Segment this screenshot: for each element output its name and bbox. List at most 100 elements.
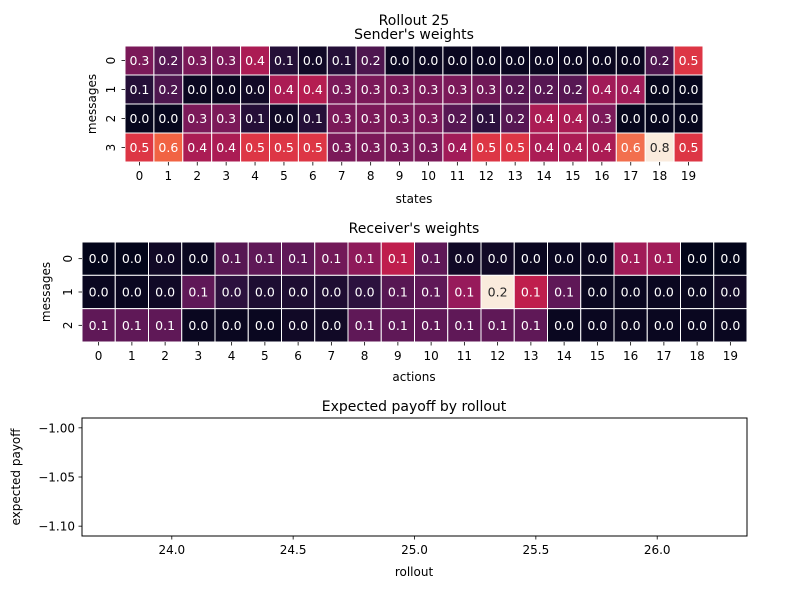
heatmap-cell-label: 0.0 xyxy=(222,318,242,333)
heatmap-cell xyxy=(644,74,675,105)
heatmap-cell xyxy=(471,74,502,105)
y-tick-label: 3 xyxy=(104,144,118,152)
heatmap-cell xyxy=(547,274,582,310)
heatmap-cell-label: 0.0 xyxy=(587,285,607,300)
x-tick-label: 4 xyxy=(228,349,236,363)
heatmap-cell-label: 0.0 xyxy=(720,251,740,266)
heatmap-cell-label: 0.4 xyxy=(592,140,612,155)
heatmap-cell xyxy=(211,74,242,105)
heatmap-cell-label: 0.4 xyxy=(216,140,236,155)
heatmap-cell-label: 0.0 xyxy=(654,318,674,333)
heatmap-cell-label: 0.0 xyxy=(650,82,670,97)
heatmap-cell-label: 0.0 xyxy=(245,82,265,97)
heatmap-cell-label: 0.0 xyxy=(592,53,612,68)
x-tick-label: 7 xyxy=(338,169,346,183)
x-tick-label: 18 xyxy=(689,349,704,363)
heatmap-cell-label: 0.0 xyxy=(720,318,740,333)
heatmap-cell xyxy=(355,45,386,76)
y-tick-label: −1.00 xyxy=(38,421,75,435)
heatmap-cell-label: 0.2 xyxy=(158,53,178,68)
x-tick-label: 13 xyxy=(508,169,523,183)
heatmap-cell-label: 0.0 xyxy=(654,285,674,300)
receiver-heatmap-title: Receiver's weights xyxy=(349,221,480,237)
heatmap-cell-label: 0.0 xyxy=(188,318,208,333)
heatmap-cell-label: 0.0 xyxy=(216,82,236,97)
heatmap-cell-label: 0.3 xyxy=(361,111,381,126)
heatmap-cell-label: 0.1 xyxy=(155,318,175,333)
x-tick-label: 16 xyxy=(623,349,638,363)
y-tick-label: −1.05 xyxy=(38,471,75,485)
heatmap-cell-label: 0.1 xyxy=(122,318,142,333)
x-tick-label: 0 xyxy=(95,349,103,363)
heatmap-cell-label: 0.0 xyxy=(505,53,525,68)
heatmap-cell xyxy=(240,74,271,105)
heatmap-cell xyxy=(673,103,704,134)
heatmap-cell-label: 0.0 xyxy=(621,111,641,126)
heatmap-cell-label: 0.3 xyxy=(332,111,352,126)
x-tick-label: 26.0 xyxy=(644,543,671,557)
heatmap-cell xyxy=(413,74,444,105)
heatmap-cell-label: 0.0 xyxy=(321,318,341,333)
y-tick-label: 2 xyxy=(61,322,75,330)
heatmap-cell-label: 0.1 xyxy=(488,318,508,333)
heatmap-cell-label: 0.3 xyxy=(476,82,496,97)
heatmap-cell-label: 0.0 xyxy=(288,285,308,300)
heatmap-cell xyxy=(355,132,386,163)
x-tick-label: 8 xyxy=(367,169,375,183)
heatmap-cell-label: 0.1 xyxy=(130,82,150,97)
heatmap-cell-label: 0.2 xyxy=(505,82,525,97)
heatmap-cell-label: 0.5 xyxy=(679,140,699,155)
x-tick-label: 3 xyxy=(195,349,203,363)
heatmap-cell xyxy=(281,241,316,276)
heatmap-cell xyxy=(347,274,382,310)
heatmap-cell-label: 0.0 xyxy=(650,111,670,126)
heatmap-cell xyxy=(500,45,531,76)
x-tick-label: 18 xyxy=(652,169,667,183)
heatmap-cell-label: 0.3 xyxy=(332,140,352,155)
heatmap-cell xyxy=(326,45,357,76)
heatmap-cell xyxy=(644,103,675,134)
x-tick-label: 4 xyxy=(251,169,259,183)
x-tick-label: 14 xyxy=(536,169,551,183)
heatmap-cell xyxy=(281,274,316,310)
heatmap-cell-label: 0.1 xyxy=(554,285,574,300)
x-tick-label: 15 xyxy=(565,169,580,183)
heatmap-cell-label: 0.4 xyxy=(274,82,294,97)
heatmap-cell-label: 0.0 xyxy=(158,111,178,126)
heatmap-cell xyxy=(713,274,748,310)
x-tick-label: 8 xyxy=(361,349,369,363)
heatmap-cell-label: 0.0 xyxy=(155,251,175,266)
heatmap-cell xyxy=(646,241,681,276)
heatmap-cell-label: 0.0 xyxy=(621,285,641,300)
receiver-heatmap-y-ticks: 0 1 2 xyxy=(61,255,82,329)
receiver-heatmap: Receiver's weights 0.0 0.0 0.0 0.0 0.1 0.1 0.1… xyxy=(39,221,748,384)
heatmap-cell xyxy=(413,103,444,134)
heatmap-cell-label: 0.4 xyxy=(534,140,554,155)
heatmap-cell xyxy=(615,45,646,76)
heatmap-cell xyxy=(673,132,704,163)
heatmap-cell-label: 0.3 xyxy=(187,111,207,126)
heatmap-cell-label: 0.5 xyxy=(245,140,265,155)
heatmap-cell-label: 0.1 xyxy=(476,111,496,126)
heatmap-cell-label: 0.4 xyxy=(303,82,323,97)
heatmap-cell xyxy=(297,132,328,163)
heatmap-cell-label: 0.3 xyxy=(216,53,236,68)
sender-heatmap-y-ticks: 0 1 2 3 xyxy=(104,57,125,152)
heatmap-cell-label: 0.1 xyxy=(355,251,375,266)
payoff-plot-x-ticks: 24.0 24.5 25.0 25.5 26.0 xyxy=(158,536,671,557)
heatmap-cell xyxy=(673,45,704,76)
payoff-plot-ylabel: expected payoff xyxy=(9,428,23,526)
heatmap-cell-label: 0.4 xyxy=(534,111,554,126)
heatmap-cell xyxy=(471,45,502,76)
heatmap-cell-label: 0.1 xyxy=(421,285,441,300)
heatmap-cell xyxy=(347,308,382,343)
heatmap-cell xyxy=(580,241,615,276)
x-tick-label: 6 xyxy=(309,169,317,183)
heatmap-cell xyxy=(211,103,242,134)
heatmap-cell xyxy=(586,74,617,105)
heatmap-cell xyxy=(447,274,482,310)
heatmap-cell-label: 0.5 xyxy=(274,140,294,155)
heatmap-cell-label: 0.4 xyxy=(447,140,467,155)
payoff-plot: Expected payoff by rollout 24.0 24.5 25.0 2… xyxy=(9,399,748,579)
heatmap-cell-label: 0.2 xyxy=(361,53,381,68)
